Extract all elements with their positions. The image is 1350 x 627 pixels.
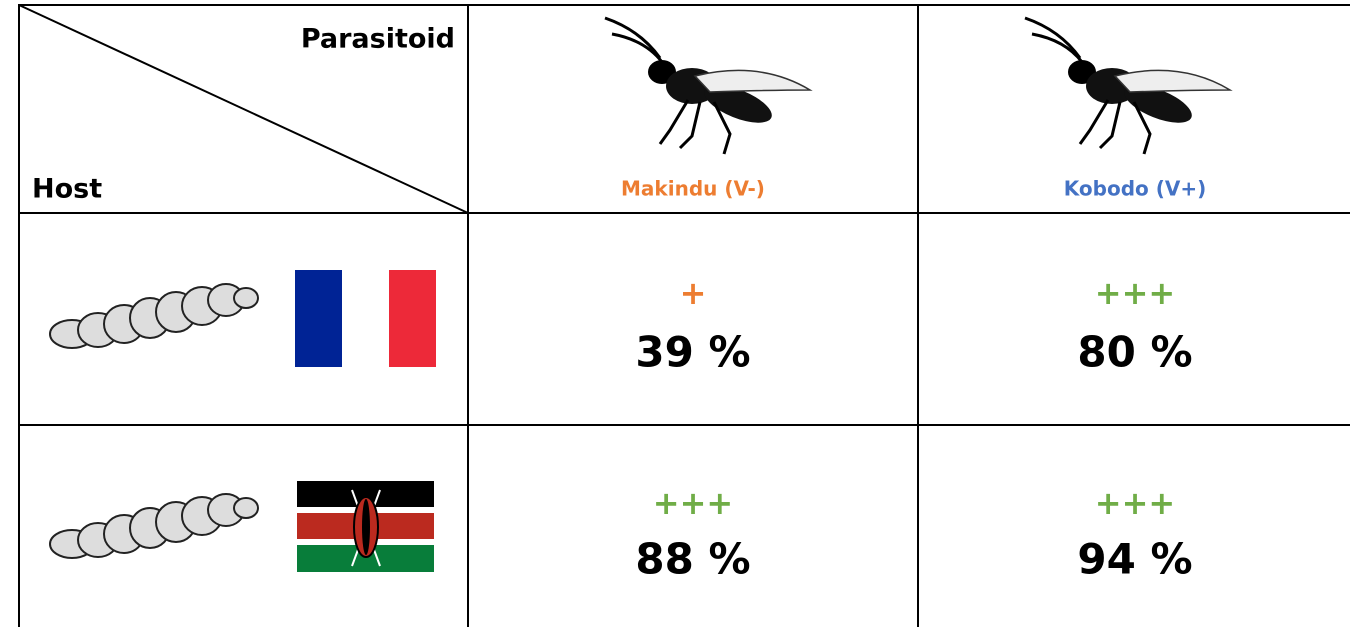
parasitism-rate: 80 % — [1077, 328, 1192, 377]
parasitism-rate: 39 % — [635, 328, 750, 377]
flag-kenya — [297, 481, 434, 572]
rating-symbol: + — [680, 274, 707, 312]
caterpillar-icon — [49, 283, 259, 349]
corner-label: Host — [32, 174, 102, 205]
corner-diagonal — [18, 4, 469, 214]
parasitism-rate: 88 % — [635, 535, 750, 584]
wasp-icon — [603, 16, 812, 156]
rating-symbol: +++ — [1095, 484, 1175, 522]
flag-france — [295, 270, 436, 367]
parasitism-rate: 94 % — [1077, 535, 1192, 584]
column-header: Kobodo (V+) — [1064, 177, 1206, 201]
caterpillar-icon — [49, 493, 259, 559]
column-header: Makindu (V-) — [621, 177, 765, 201]
rating-symbol: +++ — [1095, 274, 1175, 312]
table-border — [18, 4, 1350, 627]
rating-symbol: +++ — [653, 484, 733, 522]
wasp-icon — [1023, 16, 1232, 156]
corner-label: Parasitoid — [301, 24, 455, 55]
